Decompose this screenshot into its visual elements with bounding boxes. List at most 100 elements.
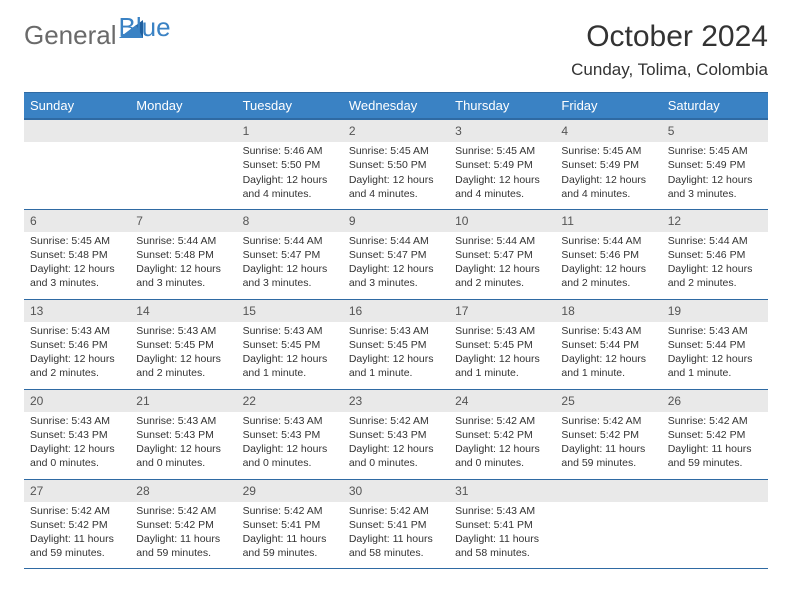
day-header: Wednesday [343, 93, 449, 119]
calendar-cell: 12Sunrise: 5:44 AMSunset: 5:46 PMDayligh… [662, 209, 768, 299]
day-header: Saturday [662, 93, 768, 119]
day-header: Friday [555, 93, 661, 119]
calendar-cell: 18Sunrise: 5:43 AMSunset: 5:44 PMDayligh… [555, 299, 661, 389]
day-number: 19 [662, 299, 768, 322]
day-number: 11 [555, 209, 661, 232]
calendar-cell: 29Sunrise: 5:42 AMSunset: 5:41 PMDayligh… [237, 479, 343, 569]
calendar-cell: 6Sunrise: 5:45 AMSunset: 5:48 PMDaylight… [24, 209, 130, 299]
day-details: Sunrise: 5:43 AMSunset: 5:46 PMDaylight:… [24, 322, 130, 385]
calendar-cell: 4Sunrise: 5:45 AMSunset: 5:49 PMDaylight… [555, 119, 661, 209]
day-number: 9 [343, 209, 449, 232]
day-details: Sunrise: 5:43 AMSunset: 5:45 PMDaylight:… [237, 322, 343, 385]
day-number: 21 [130, 389, 236, 412]
day-number: 29 [237, 479, 343, 502]
calendar-cell: 10Sunrise: 5:44 AMSunset: 5:47 PMDayligh… [449, 209, 555, 299]
day-details: Sunrise: 5:45 AMSunset: 5:49 PMDaylight:… [662, 142, 768, 205]
day-number: 14 [130, 299, 236, 322]
day-number-empty [130, 119, 236, 142]
day-details: Sunrise: 5:43 AMSunset: 5:43 PMDaylight:… [237, 412, 343, 475]
day-details: Sunrise: 5:43 AMSunset: 5:45 PMDaylight:… [130, 322, 236, 385]
day-details: Sunrise: 5:42 AMSunset: 5:42 PMDaylight:… [130, 502, 236, 565]
calendar-row: 6Sunrise: 5:45 AMSunset: 5:48 PMDaylight… [24, 209, 768, 299]
day-details: Sunrise: 5:46 AMSunset: 5:50 PMDaylight:… [237, 142, 343, 205]
day-number: 12 [662, 209, 768, 232]
day-details: Sunrise: 5:44 AMSunset: 5:47 PMDaylight:… [343, 232, 449, 295]
day-details: Sunrise: 5:44 AMSunset: 5:46 PMDaylight:… [662, 232, 768, 295]
day-number: 7 [130, 209, 236, 232]
calendar-cell: 28Sunrise: 5:42 AMSunset: 5:42 PMDayligh… [130, 479, 236, 569]
calendar-cell [555, 479, 661, 569]
day-details: Sunrise: 5:42 AMSunset: 5:42 PMDaylight:… [662, 412, 768, 475]
calendar-table: SundayMondayTuesdayWednesdayThursdayFrid… [24, 92, 768, 569]
calendar-cell: 27Sunrise: 5:42 AMSunset: 5:42 PMDayligh… [24, 479, 130, 569]
day-number: 22 [237, 389, 343, 412]
calendar-cell [24, 119, 130, 209]
day-number: 4 [555, 119, 661, 142]
day-details: Sunrise: 5:45 AMSunset: 5:50 PMDaylight:… [343, 142, 449, 205]
day-number: 27 [24, 479, 130, 502]
day-number-empty [24, 119, 130, 142]
day-number: 28 [130, 479, 236, 502]
day-details: Sunrise: 5:43 AMSunset: 5:45 PMDaylight:… [343, 322, 449, 385]
day-details: Sunrise: 5:45 AMSunset: 5:48 PMDaylight:… [24, 232, 130, 295]
calendar-cell: 30Sunrise: 5:42 AMSunset: 5:41 PMDayligh… [343, 479, 449, 569]
day-header: Sunday [24, 93, 130, 119]
calendar-cell: 22Sunrise: 5:43 AMSunset: 5:43 PMDayligh… [237, 389, 343, 479]
day-number: 10 [449, 209, 555, 232]
day-number: 20 [24, 389, 130, 412]
calendar-cell: 25Sunrise: 5:42 AMSunset: 5:42 PMDayligh… [555, 389, 661, 479]
day-number: 8 [237, 209, 343, 232]
day-header: Monday [130, 93, 236, 119]
calendar-row: 1Sunrise: 5:46 AMSunset: 5:50 PMDaylight… [24, 119, 768, 209]
day-details: Sunrise: 5:43 AMSunset: 5:43 PMDaylight:… [130, 412, 236, 475]
day-number: 18 [555, 299, 661, 322]
calendar-cell: 21Sunrise: 5:43 AMSunset: 5:43 PMDayligh… [130, 389, 236, 479]
calendar-cell: 14Sunrise: 5:43 AMSunset: 5:45 PMDayligh… [130, 299, 236, 389]
day-details: Sunrise: 5:42 AMSunset: 5:42 PMDaylight:… [24, 502, 130, 565]
day-details: Sunrise: 5:44 AMSunset: 5:46 PMDaylight:… [555, 232, 661, 295]
calendar-row: 27Sunrise: 5:42 AMSunset: 5:42 PMDayligh… [24, 479, 768, 569]
day-number: 15 [237, 299, 343, 322]
calendar-cell: 24Sunrise: 5:42 AMSunset: 5:42 PMDayligh… [449, 389, 555, 479]
calendar-cell: 20Sunrise: 5:43 AMSunset: 5:43 PMDayligh… [24, 389, 130, 479]
day-details: Sunrise: 5:42 AMSunset: 5:42 PMDaylight:… [555, 412, 661, 475]
calendar-row: 20Sunrise: 5:43 AMSunset: 5:43 PMDayligh… [24, 389, 768, 479]
day-details: Sunrise: 5:44 AMSunset: 5:47 PMDaylight:… [237, 232, 343, 295]
day-details: Sunrise: 5:45 AMSunset: 5:49 PMDaylight:… [449, 142, 555, 205]
day-details: Sunrise: 5:42 AMSunset: 5:42 PMDaylight:… [449, 412, 555, 475]
calendar-cell [662, 479, 768, 569]
calendar-cell: 11Sunrise: 5:44 AMSunset: 5:46 PMDayligh… [555, 209, 661, 299]
calendar-cell: 8Sunrise: 5:44 AMSunset: 5:47 PMDaylight… [237, 209, 343, 299]
day-number: 6 [24, 209, 130, 232]
calendar-cell: 5Sunrise: 5:45 AMSunset: 5:49 PMDaylight… [662, 119, 768, 209]
logo: General Blue [24, 20, 195, 51]
day-header: Thursday [449, 93, 555, 119]
day-details: Sunrise: 5:43 AMSunset: 5:41 PMDaylight:… [449, 502, 555, 565]
header: General Blue October 2024 Cunday, Tolima… [24, 20, 768, 80]
logo-text-general: General [24, 20, 117, 51]
day-details: Sunrise: 5:43 AMSunset: 5:45 PMDaylight:… [449, 322, 555, 385]
day-number: 23 [343, 389, 449, 412]
day-number: 31 [449, 479, 555, 502]
calendar-cell: 26Sunrise: 5:42 AMSunset: 5:42 PMDayligh… [662, 389, 768, 479]
calendar-cell: 13Sunrise: 5:43 AMSunset: 5:46 PMDayligh… [24, 299, 130, 389]
day-number: 13 [24, 299, 130, 322]
calendar-cell: 19Sunrise: 5:43 AMSunset: 5:44 PMDayligh… [662, 299, 768, 389]
day-number-empty [662, 479, 768, 502]
calendar-cell: 7Sunrise: 5:44 AMSunset: 5:48 PMDaylight… [130, 209, 236, 299]
day-details: Sunrise: 5:42 AMSunset: 5:43 PMDaylight:… [343, 412, 449, 475]
calendar-cell: 31Sunrise: 5:43 AMSunset: 5:41 PMDayligh… [449, 479, 555, 569]
calendar-body: 1Sunrise: 5:46 AMSunset: 5:50 PMDaylight… [24, 119, 768, 569]
calendar-cell: 23Sunrise: 5:42 AMSunset: 5:43 PMDayligh… [343, 389, 449, 479]
calendar-row: 13Sunrise: 5:43 AMSunset: 5:46 PMDayligh… [24, 299, 768, 389]
day-details: Sunrise: 5:43 AMSunset: 5:43 PMDaylight:… [24, 412, 130, 475]
calendar-cell: 1Sunrise: 5:46 AMSunset: 5:50 PMDaylight… [237, 119, 343, 209]
calendar-cell: 15Sunrise: 5:43 AMSunset: 5:45 PMDayligh… [237, 299, 343, 389]
day-number: 1 [237, 119, 343, 142]
day-details: Sunrise: 5:42 AMSunset: 5:41 PMDaylight:… [237, 502, 343, 565]
day-number-empty [555, 479, 661, 502]
day-number: 5 [662, 119, 768, 142]
day-details: Sunrise: 5:43 AMSunset: 5:44 PMDaylight:… [662, 322, 768, 385]
calendar-cell: 9Sunrise: 5:44 AMSunset: 5:47 PMDaylight… [343, 209, 449, 299]
day-number: 25 [555, 389, 661, 412]
